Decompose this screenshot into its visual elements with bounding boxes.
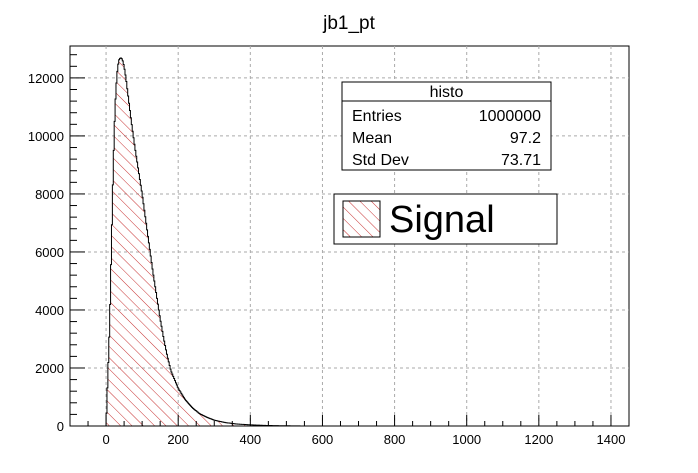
x-axis: 0 200 400 600 800 1000 1200 1400	[69, 415, 630, 447]
y-tick-label: 12000	[28, 71, 64, 86]
x-tick-label: 400	[239, 432, 261, 447]
stats-box-title: histo	[430, 84, 464, 101]
stats-mean-label: Mean	[352, 130, 392, 147]
y-tick-label: 2000	[35, 361, 64, 376]
stats-entries-value: 1000000	[479, 108, 541, 125]
stats-stddev-value: 73.71	[501, 152, 541, 169]
stats-stddev-label: Std Dev	[352, 152, 409, 169]
y-axis: 0 2000 4000 6000 8000 10000 12000	[28, 54, 85, 434]
chart-title: jb1_pt	[322, 13, 375, 34]
y-tick-label: 4000	[35, 303, 64, 318]
y-tick-label: 10000	[28, 129, 64, 144]
y-tick-label: 0	[57, 419, 64, 434]
stats-mean-value: 97.2	[510, 130, 541, 147]
legend: Signal	[333, 193, 558, 245]
plot-frame	[69, 45, 630, 427]
x-tick-label: 800	[384, 432, 406, 447]
histogram-series	[105, 57, 305, 427]
x-tick-label: 200	[167, 432, 189, 447]
legend-label-signal: Signal	[389, 199, 495, 241]
y-tick-label: 8000	[35, 187, 64, 202]
x-tick-label: 0	[102, 432, 109, 447]
x-tick-label: 1000	[452, 432, 481, 447]
x-tick-label: 600	[312, 432, 334, 447]
x-tick-label: 1200	[524, 432, 553, 447]
stats-entries-label: Entries	[352, 108, 402, 125]
legend-swatch-signal	[342, 200, 381, 238]
y-tick-label: 6000	[35, 245, 64, 260]
stats-box: histo Entries 1000000 Mean 97.2 Std Dev …	[341, 81, 552, 171]
histogram-series-signal	[105, 57, 305, 427]
x-tick-label: 1400	[597, 432, 626, 447]
